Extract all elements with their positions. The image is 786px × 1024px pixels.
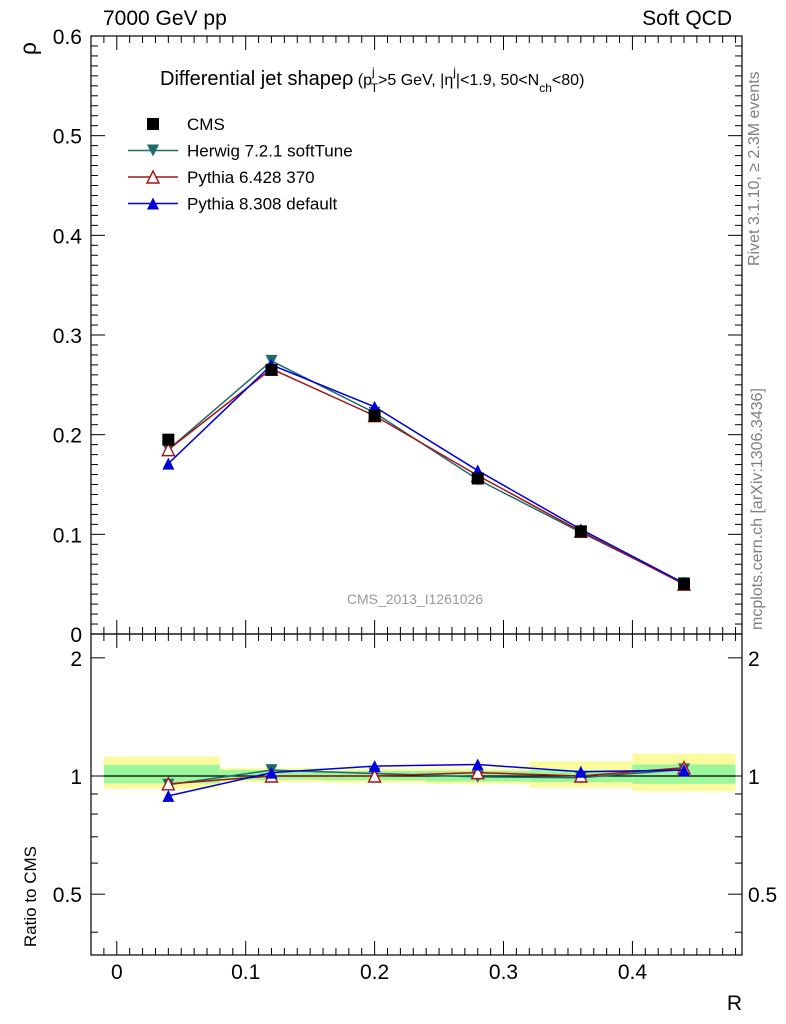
main-panel-series [161, 354, 692, 591]
ratio-series-pythia8 [162, 758, 690, 802]
series-line [167, 368, 685, 585]
data-point-marker [367, 768, 382, 783]
chart-title: Differential jet shapeρ (pj T>5 GeV, |ηj|… [160, 65, 584, 95]
data-point-marker [368, 409, 381, 422]
header-left: 7000 GeV pp [103, 7, 227, 30]
data-point-marker [265, 766, 278, 779]
ratio-y-tick-label: 1 [70, 766, 82, 789]
data-point-marker [470, 765, 485, 780]
x-axis-label: R [727, 992, 742, 1015]
data-point-marker [574, 525, 587, 538]
data-point-marker [471, 472, 484, 485]
ratio-panel-frame [90, 633, 743, 956]
y-tick-label: 0.2 [53, 425, 82, 448]
data-point-marker [265, 363, 278, 376]
series-herwig [162, 354, 690, 590]
x-tick-label: 0.2 [360, 961, 389, 984]
legend: CMS Herwig 7.2.1 softTune Pythia 6.428 370… [128, 115, 353, 214]
data-point-marker [162, 457, 175, 470]
data-point-marker [162, 789, 175, 802]
ratio-y-tick-label-right: 2 [748, 648, 760, 671]
legend-item-pythia6: Pythia 6.428 370 [128, 168, 315, 187]
ratio-y-tick-label-right: 1 [748, 766, 760, 789]
header-right: Soft QCD [642, 7, 732, 30]
data-point-marker [574, 765, 587, 778]
y-tick-label: 0.6 [53, 26, 82, 49]
y-tick-label: 0.5 [53, 126, 82, 149]
y-axis-label: ρ [15, 42, 41, 55]
legend-item-herwig: Herwig 7.2.1 softTune [128, 142, 353, 161]
data-point-marker [147, 197, 159, 210]
ratio-inner-band [103, 764, 220, 784]
legend-label: Herwig 7.2.1 softTune [187, 142, 353, 161]
ratio-y-tick-label-right: 0.5 [748, 884, 777, 907]
data-point-marker [147, 144, 159, 157]
legend-label: CMS [187, 115, 225, 134]
data-point-marker [162, 433, 175, 446]
legend-item-cms: CMS [147, 115, 225, 134]
ratio-y-axis-label: Ratio to CMS [21, 846, 40, 947]
series-line [167, 364, 685, 584]
x-tick-label: 0 [111, 961, 123, 984]
data-point-marker [147, 118, 159, 130]
y-tick-label: 0.1 [53, 524, 82, 547]
data-point-marker [677, 578, 690, 591]
y-tick-label: 0.4 [53, 225, 83, 248]
series-pythia6 [161, 361, 692, 591]
data-point-marker [145, 169, 161, 184]
legend-label: Pythia 6.428 370 [187, 168, 315, 187]
data-point-marker [161, 776, 176, 791]
series-line [167, 360, 685, 584]
data-point-marker [471, 758, 484, 771]
data-point-marker [368, 760, 381, 773]
ratio-y-tick-label: 0.5 [53, 884, 82, 907]
x-tick-label: 0.3 [489, 961, 518, 984]
x-tick-label: 0.4 [618, 961, 648, 984]
data-point-marker [161, 442, 176, 457]
data-point-marker [677, 764, 690, 777]
series-pythia8 [162, 358, 690, 590]
x-tick-label: 0.1 [231, 961, 260, 984]
ratio-series-line [168, 768, 685, 786]
series-cms [162, 363, 690, 591]
ratio-y-tick-label: 2 [70, 648, 82, 671]
ratio-series-line [168, 763, 685, 797]
y-tick-label: 0 [70, 624, 82, 647]
legend-label: Pythia 8.308 default [187, 195, 338, 214]
ratio-series-line [168, 766, 685, 785]
legend-item-pythia8: Pythia 8.308 default [128, 195, 338, 214]
analysis-watermark: CMS_2013_I1261026 [347, 591, 483, 607]
ratio-panel-series [161, 758, 692, 802]
y-tick-label: 0.3 [53, 325, 82, 348]
